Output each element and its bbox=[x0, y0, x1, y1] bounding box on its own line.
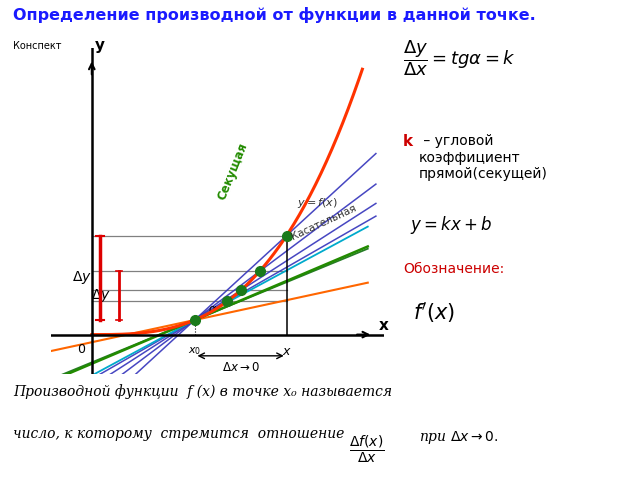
Text: число, к которому  стремится  отношение: число, к которому стремится отношение bbox=[13, 427, 344, 441]
Text: 0: 0 bbox=[77, 343, 85, 356]
Text: $y = kx + b$: $y = kx + b$ bbox=[410, 214, 492, 236]
Text: Производной функции  f (x) в точке x₀ называется: Производной функции f (x) в точке x₀ наз… bbox=[13, 384, 392, 399]
Text: $y = f(x)$: $y = f(x)$ bbox=[298, 196, 338, 210]
Text: Определение производной от функции в данной точке.: Определение производной от функции в дан… bbox=[13, 7, 536, 23]
Text: $\Delta y$: $\Delta y$ bbox=[72, 269, 92, 286]
Text: Касательная: Касательная bbox=[289, 203, 358, 242]
Text: $\dfrac{\Delta f(x)}{\Delta x}$: $\dfrac{\Delta f(x)}{\Delta x}$ bbox=[349, 434, 384, 465]
Text: y: y bbox=[95, 38, 105, 53]
Text: k: k bbox=[403, 134, 413, 149]
Text: $\dfrac{\Delta y}{\Delta x} = tg\alpha = k$: $\dfrac{\Delta y}{\Delta x} = tg\alpha =… bbox=[403, 38, 516, 78]
Text: при $\Delta x \to 0.$: при $\Delta x \to 0.$ bbox=[419, 429, 499, 445]
Text: $\Delta x \to 0$: $\Delta x \to 0$ bbox=[221, 361, 260, 374]
Text: $\alpha$: $\alpha$ bbox=[208, 304, 218, 314]
Text: Конспект: Конспект bbox=[13, 41, 61, 51]
Text: $f'(x)$: $f'(x)$ bbox=[413, 300, 455, 325]
Text: Секущая: Секущая bbox=[215, 141, 250, 202]
Text: x: x bbox=[379, 318, 388, 333]
Text: – угловой
коэффициент
прямой(секущей): – угловой коэффициент прямой(секущей) bbox=[419, 134, 548, 181]
Text: $x$: $x$ bbox=[282, 345, 291, 358]
Text: $x_0$: $x_0$ bbox=[188, 345, 201, 357]
Text: Обозначение:: Обозначение: bbox=[403, 262, 504, 276]
Text: $\Delta y$: $\Delta y$ bbox=[91, 287, 111, 304]
